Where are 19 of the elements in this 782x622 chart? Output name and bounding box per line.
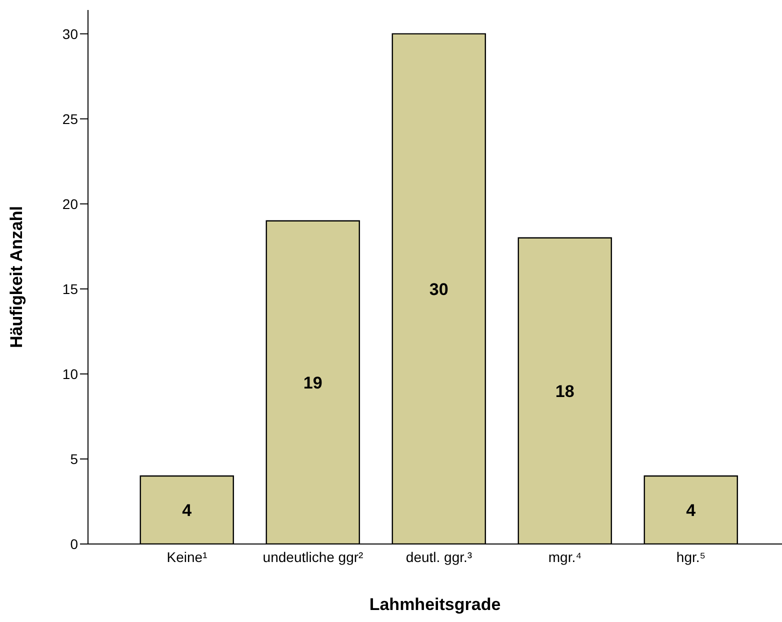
data-label: 18 xyxy=(555,382,574,401)
y-tick-label: 30 xyxy=(62,26,78,42)
x-tick-label: deutl. ggr.³ xyxy=(406,548,472,565)
x-tick-label: mgr.⁴ xyxy=(548,548,582,565)
x-tick-label: undeutliche ggr² xyxy=(262,548,364,565)
x-axis-title: Lahmheitsgrade xyxy=(369,595,501,614)
y-tick-label: 15 xyxy=(62,280,78,297)
y-tick-label: 10 xyxy=(62,366,78,382)
data-label: 19 xyxy=(303,373,322,392)
data-label: 4 xyxy=(686,501,696,520)
y-tick-label: 0 xyxy=(70,536,78,552)
y-tick-label: 5 xyxy=(70,450,78,467)
data-label: 4 xyxy=(182,501,192,520)
y-tick-label: 20 xyxy=(62,196,78,212)
x-tick-label: hgr.⁵ xyxy=(676,548,706,565)
x-tick-label: Keine¹ xyxy=(166,548,208,565)
y-axis-title: Häufigkeit Anzahl xyxy=(7,206,26,348)
y-tick-label: 25 xyxy=(62,110,78,127)
data-label: 30 xyxy=(429,280,448,299)
